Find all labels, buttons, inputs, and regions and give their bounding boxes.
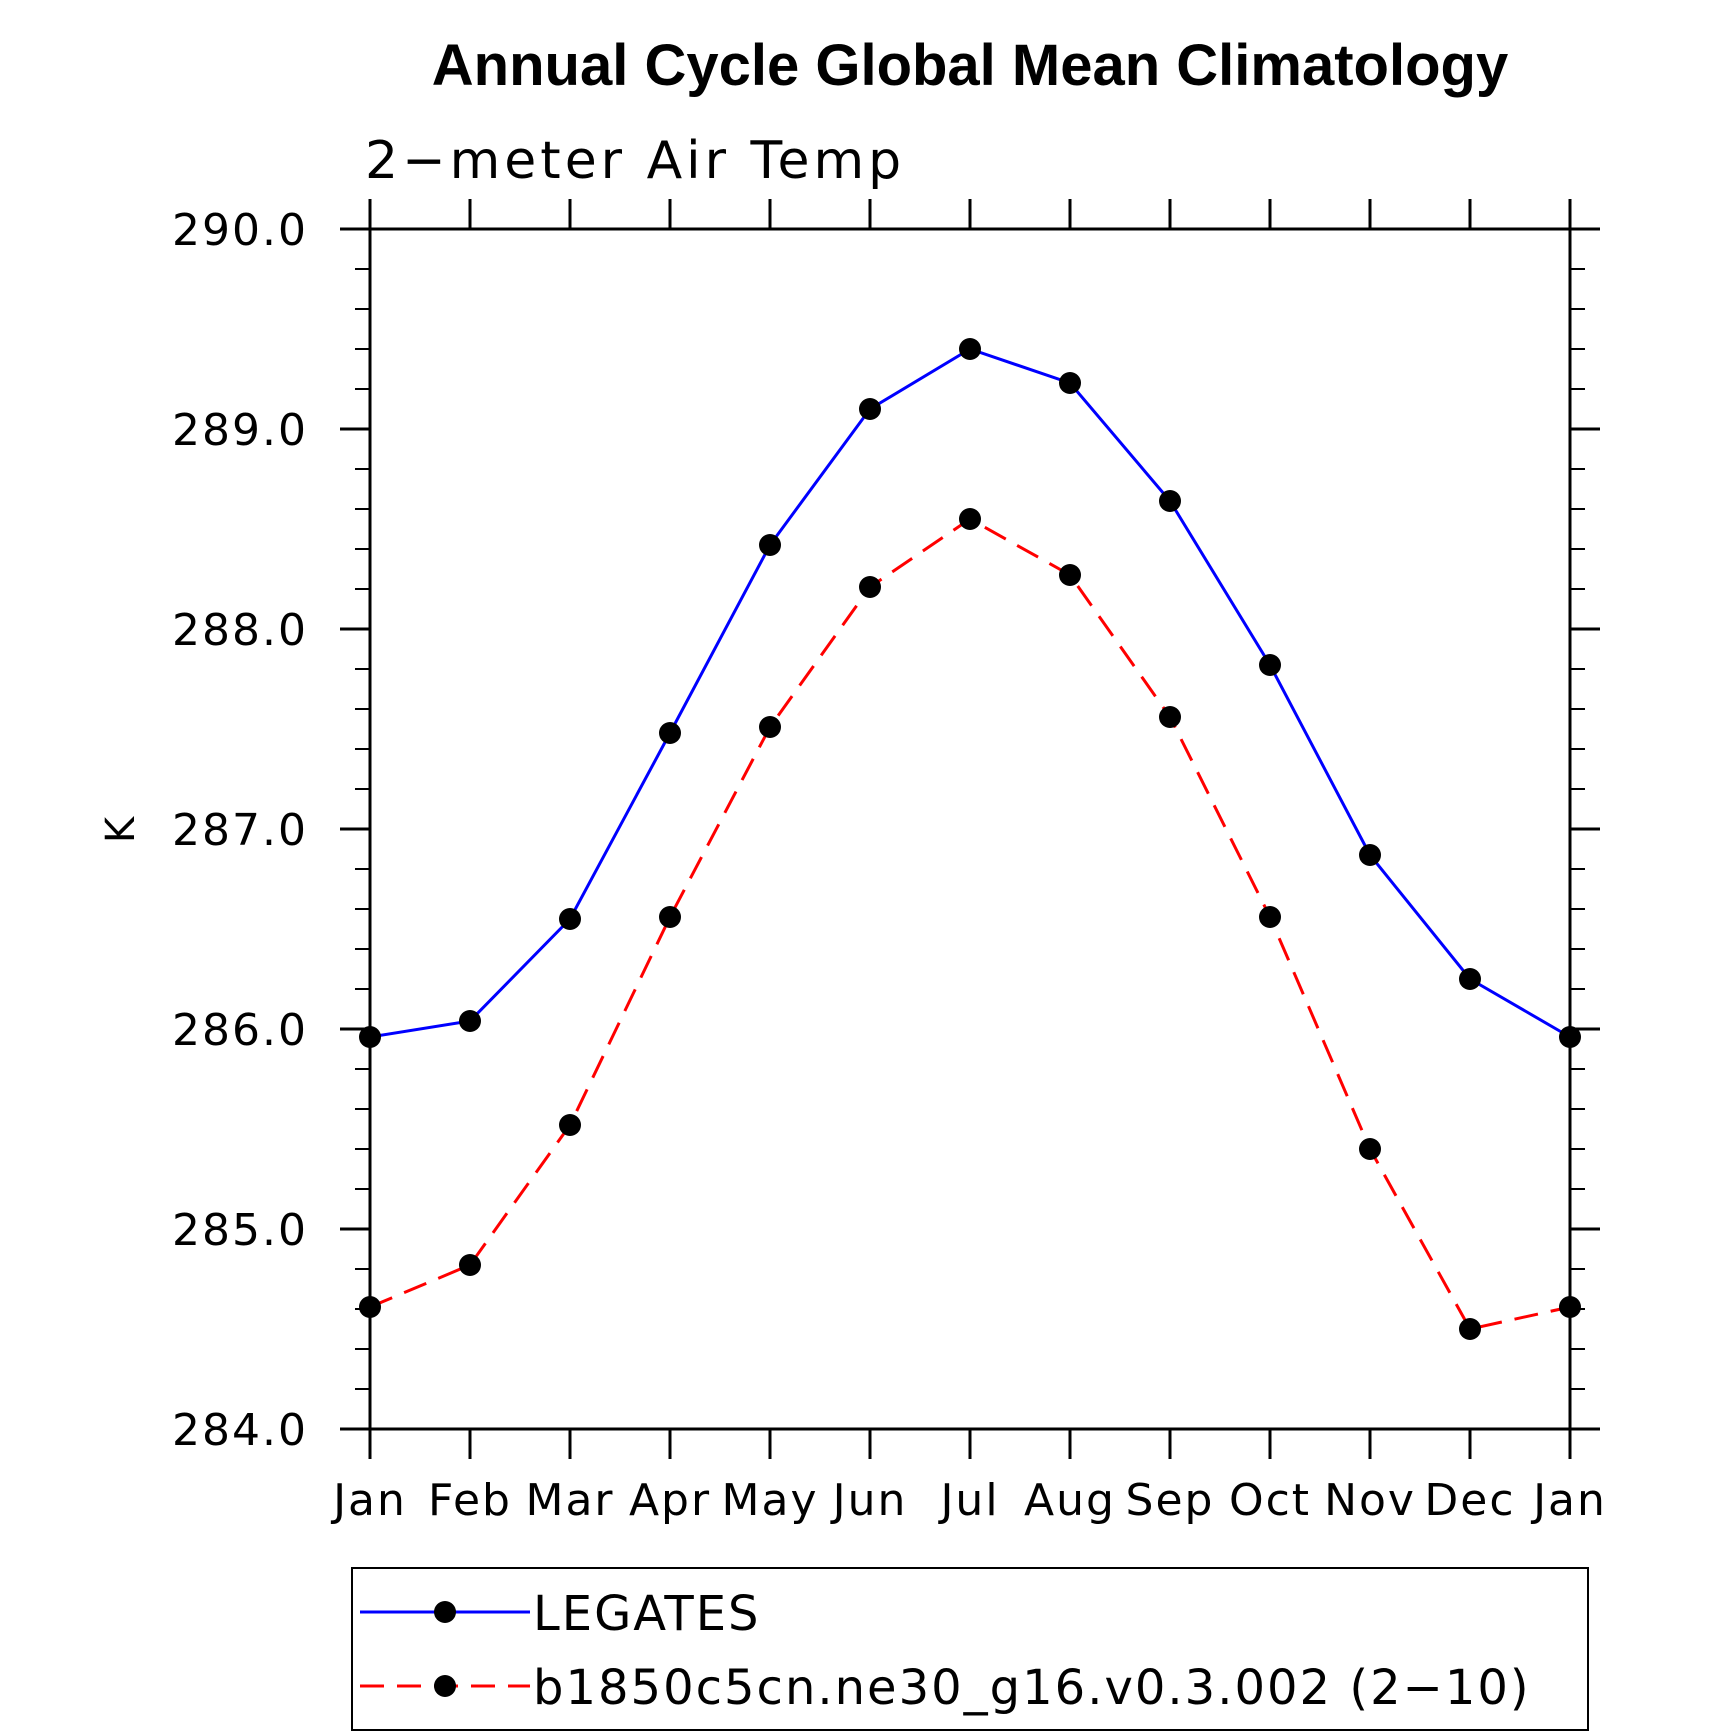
series-1-point <box>459 1254 481 1276</box>
series-1-point <box>1359 1138 1381 1160</box>
x-tick-label: Dec <box>1424 1475 1515 1526</box>
series-1-point <box>859 576 881 598</box>
legend-label-legates: LEGATES <box>533 1586 761 1642</box>
series-0-point <box>1359 844 1381 866</box>
series-1-point <box>959 508 981 530</box>
legend-label-model: b1850c5cn.ne30_g16.v0.3.002 (2−10) <box>533 1660 1531 1716</box>
legend-marker-legates <box>434 1601 456 1623</box>
x-tick-label: Feb <box>428 1475 512 1526</box>
series-1-point <box>1159 706 1181 728</box>
y-tick-label: 289.0 <box>172 405 308 456</box>
legend-marker-model <box>434 1675 456 1697</box>
x-tick-label: Jan <box>330 1475 407 1526</box>
chart-title: Annual Cycle Global Mean Climatology <box>432 33 1508 98</box>
x-tick-label: Jun <box>830 1475 908 1526</box>
series-1-point <box>759 716 781 738</box>
legend-box <box>351 1567 1589 1731</box>
y-tick-label: 287.0 <box>172 805 308 856</box>
series-0-point <box>959 338 981 360</box>
series-0-point <box>1459 968 1481 990</box>
x-tick-label: Jan <box>1530 1475 1607 1526</box>
series-line-1 <box>369 517 1571 1331</box>
axis-ticks <box>340 199 1600 1459</box>
y-tick-label: 285.0 <box>172 1205 308 1256</box>
series-1-point <box>1459 1318 1481 1340</box>
y-tick-labels: 284.0 285.0 286.0 287.0 288.0 289.0 290.0 <box>172 205 308 1456</box>
series-0-point <box>859 398 881 420</box>
series-1-point <box>1259 906 1281 928</box>
series-0-point <box>659 722 681 744</box>
y-axis-label: K <box>98 815 144 843</box>
x-tick-label: Nov <box>1324 1475 1416 1526</box>
series-0-point <box>559 908 581 930</box>
x-tick-label: May <box>722 1475 819 1526</box>
series-0-point <box>759 534 781 556</box>
chart-subtitle: 2−meter Air Temp <box>365 131 905 191</box>
series-line-0 <box>369 347 1571 1039</box>
y-tick-label: 286.0 <box>172 1005 308 1056</box>
legend: LEGATES b1850c5cn.ne30_g16.v0.3.002 (2−1… <box>351 1567 1589 1731</box>
x-tick-label: Mar <box>525 1475 614 1526</box>
y-tick-label: 284.0 <box>172 1405 308 1456</box>
plot-frame <box>368 227 1572 1431</box>
series-0-point <box>1059 372 1081 394</box>
x-tick-label: Oct <box>1229 1475 1311 1526</box>
series-0-point <box>1159 490 1181 512</box>
y-tick-label: 290.0 <box>172 205 308 256</box>
x-tick-label: Sep <box>1126 1475 1215 1526</box>
x-tick-label: Aug <box>1024 1475 1116 1526</box>
series-1-point <box>559 1114 581 1136</box>
series-0-point <box>1259 654 1281 676</box>
x-tick-label: Apr <box>629 1475 711 1526</box>
y-tick-label: 288.0 <box>172 605 308 656</box>
series-0-point <box>459 1010 481 1032</box>
series-1-point <box>1059 564 1081 586</box>
x-tick-labels: Jan Feb Mar Apr May Jun Jul Aug Sep Oct Nov Dec Jan <box>330 1475 1607 1526</box>
series-1-point <box>659 906 681 928</box>
series-group <box>359 338 1581 1340</box>
x-tick-label: Jul <box>937 1475 999 1526</box>
